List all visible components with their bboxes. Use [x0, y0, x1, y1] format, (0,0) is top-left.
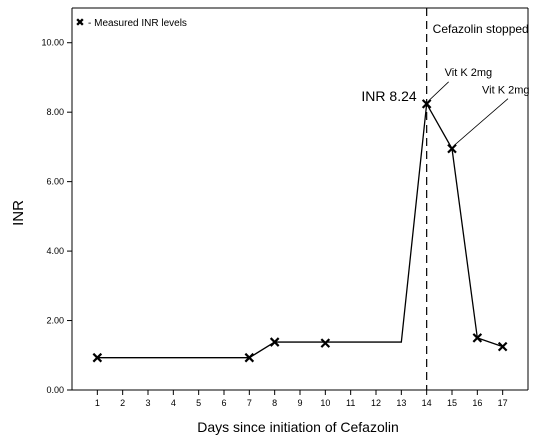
y-tick-label: 6.00 — [46, 177, 64, 187]
inr-data-point — [421, 99, 432, 109]
y-tick-label: 4.00 — [46, 246, 64, 256]
x-tick-label: 7 — [247, 398, 252, 408]
x-axis-title: Days since initiation of Cefazolin — [197, 419, 399, 435]
x-tick-label: 1 — [95, 398, 100, 408]
x-tick-label: 13 — [396, 398, 406, 408]
x-tick-label: 16 — [472, 398, 482, 408]
legend-label: - Measured INR levels — [88, 18, 187, 29]
y-axis-title: INR — [10, 200, 27, 226]
vit-k-leader-1 — [429, 81, 449, 101]
x-tick-label: 3 — [145, 398, 150, 408]
y-tick-label: 2.00 — [46, 316, 64, 326]
inr-data-point — [320, 338, 331, 348]
inr-data-point — [447, 143, 457, 154]
legend-marker-icon: ✖ — [75, 17, 84, 29]
inr-peak-label: INR 8.24 — [361, 88, 416, 104]
x-tick-label: 9 — [297, 398, 302, 408]
inr-data-point — [92, 352, 103, 363]
x-tick-label: 17 — [498, 398, 508, 408]
inr-data-point — [269, 337, 280, 347]
inr-data-point — [497, 341, 508, 352]
vit-k-leader-2 — [454, 98, 509, 145]
x-tick-label: 4 — [171, 398, 176, 408]
x-tick-label: 11 — [346, 398, 355, 408]
x-ticks: 1 2 3 4 5 6 7 8 9 10 11 12 13 14 15 16 17 — [95, 390, 508, 408]
vit-k-label-2: Vit K 2mg — [482, 85, 530, 97]
inr-series-markers — [92, 99, 508, 363]
y-ticks: 0.00 2.00 4.00 6.00 8.00 10.00 — [41, 38, 72, 395]
legend: ✖ - Measured INR levels — [75, 17, 187, 29]
y-tick-label: 0.00 — [46, 385, 64, 395]
x-tick-label: 8 — [272, 398, 277, 408]
x-tick-label: 14 — [422, 398, 432, 408]
x-tick-label: 5 — [196, 398, 201, 408]
x-tick-label: 2 — [120, 398, 125, 408]
x-tick-label: 12 — [371, 398, 381, 408]
cefazolin-stopped-label: Cefazolin stopped — [433, 22, 529, 36]
chart-frame — [71, 7, 529, 391]
inr-series-line — [97, 101, 503, 359]
x-tick-label: 10 — [320, 398, 330, 408]
x-tick-label: 15 — [447, 398, 457, 408]
y-tick-label: 8.00 — [46, 107, 64, 117]
inr-data-point — [472, 333, 483, 343]
vit-k-label-1: Vit K 2mg — [445, 67, 493, 79]
inr-data-point — [244, 352, 255, 363]
y-tick-label: 10.00 — [41, 38, 64, 48]
x-tick-label: 6 — [221, 398, 226, 408]
